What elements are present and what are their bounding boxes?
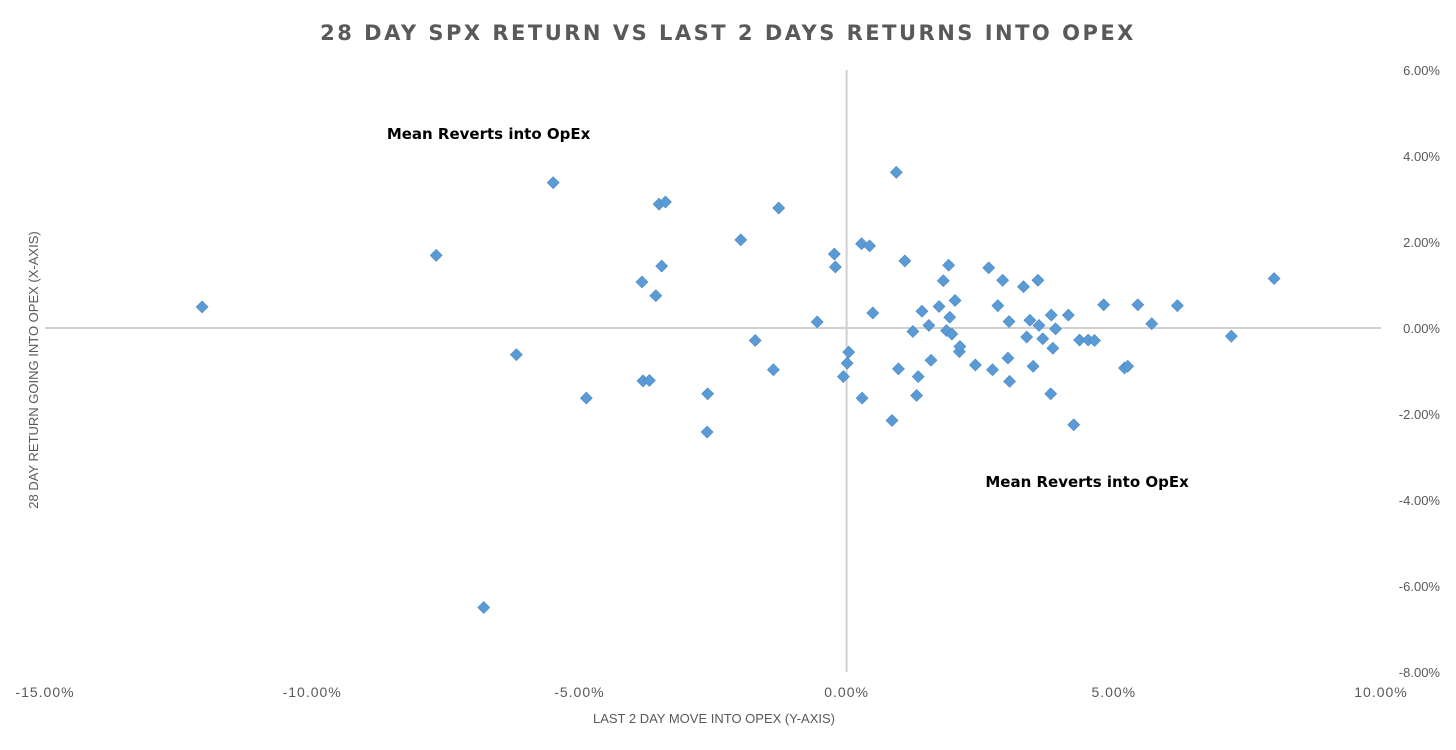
y-tick-label: -4.00% — [1399, 493, 1441, 508]
data-point — [840, 356, 854, 370]
data-point — [924, 353, 938, 367]
data-point — [579, 391, 593, 405]
data-point — [766, 363, 780, 377]
x-tick-label: 10.00% — [1354, 684, 1407, 700]
data-point — [936, 274, 950, 288]
data-point — [429, 248, 443, 262]
data-point — [922, 318, 936, 332]
data-point — [932, 300, 946, 313]
data-point — [195, 300, 209, 314]
data-point — [982, 261, 996, 275]
data-point — [996, 273, 1010, 287]
data-point — [1073, 333, 1087, 347]
annotation-label: Mean Reverts into OpEx — [387, 125, 591, 143]
data-point — [827, 247, 841, 261]
data-point — [898, 254, 912, 268]
data-point — [1031, 273, 1045, 287]
data-point — [1088, 334, 1101, 347]
y-tick-label: -8.00% — [1399, 665, 1441, 680]
data-point — [748, 334, 762, 347]
y-tick-label: 0.00% — [1403, 321, 1440, 336]
data-point — [968, 358, 982, 372]
data-point — [700, 425, 714, 439]
x-axis-title: LAST 2 DAY MOVE INTO OPEX (Y-AXIS) — [593, 711, 835, 726]
chart-title: 28 DAY SPX RETURN VS LAST 2 DAYS RETURNS… — [320, 21, 1136, 45]
data-points — [195, 165, 1281, 614]
data-point — [655, 259, 669, 273]
data-point — [828, 260, 842, 274]
data-point — [943, 310, 957, 324]
y-tick-label: 4.00% — [1403, 149, 1440, 164]
y-axis-tick-labels: 6.00% 4.00% 2.00% 0.00% -2.00% -4.00% -6.00% -8… — [1399, 63, 1441, 680]
data-point — [1032, 318, 1046, 332]
data-point — [1002, 315, 1016, 328]
data-point — [906, 325, 920, 338]
data-point — [1044, 308, 1058, 322]
x-axis-tick-labels: -15.00% -10.00% -5.00% 0.00% 5.00% 10.00% — [15, 684, 1407, 700]
data-point — [1061, 308, 1075, 322]
data-point — [842, 345, 856, 359]
data-point — [892, 362, 905, 376]
data-point — [701, 387, 715, 401]
data-point — [863, 239, 877, 253]
data-point — [1049, 322, 1062, 336]
data-point — [734, 233, 748, 247]
data-point — [772, 201, 786, 215]
data-point — [915, 304, 929, 318]
data-point — [1026, 359, 1040, 373]
x-tick-label: -15.00% — [15, 684, 74, 700]
data-point — [509, 348, 523, 362]
data-point — [942, 258, 956, 272]
data-point — [991, 299, 1005, 313]
data-point — [1023, 313, 1037, 327]
data-point — [953, 340, 967, 353]
y-tick-label: -2.00% — [1399, 407, 1441, 422]
data-point — [910, 389, 924, 402]
x-tick-label: -5.00% — [554, 684, 604, 700]
data-point — [1145, 317, 1159, 331]
data-point — [1046, 341, 1060, 355]
y-tick-label: 6.00% — [1403, 63, 1440, 78]
data-point — [642, 374, 656, 387]
data-point — [1224, 329, 1238, 343]
x-tick-label: 5.00% — [1091, 684, 1136, 700]
data-point — [659, 195, 672, 209]
data-point — [1121, 359, 1135, 373]
data-point — [1131, 298, 1145, 312]
data-point — [1017, 280, 1030, 294]
y-axis-title: 28 DAY RETURN GOING INTO OPEX (X-AXIS) — [26, 231, 41, 508]
x-tick-label: -10.00% — [283, 684, 342, 700]
data-point — [1267, 272, 1281, 285]
data-point — [810, 315, 824, 329]
data-point — [546, 176, 560, 190]
data-point — [836, 370, 850, 384]
data-point — [1170, 299, 1184, 313]
data-point — [635, 275, 649, 289]
data-point — [866, 306, 880, 320]
x-tick-label: 0.00% — [824, 684, 869, 700]
data-point — [1067, 418, 1081, 432]
data-point — [1044, 387, 1058, 401]
annotation-label: Mean Reverts into OpEx — [985, 473, 1189, 491]
data-point — [1097, 298, 1111, 312]
y-tick-label: -6.00% — [1399, 579, 1441, 594]
data-point — [885, 414, 899, 427]
data-point — [911, 370, 925, 384]
data-point — [649, 289, 663, 303]
data-point — [948, 294, 962, 307]
data-point — [1003, 374, 1017, 388]
data-point — [1036, 332, 1050, 346]
data-point — [986, 363, 999, 377]
data-point — [1001, 351, 1015, 365]
data-point — [855, 391, 869, 405]
y-tick-label: 2.00% — [1403, 235, 1440, 250]
axes — [45, 70, 1381, 672]
annotations: Mean Reverts into OpEx Mean Reverts into … — [387, 125, 1189, 491]
data-point — [889, 165, 903, 179]
data-point — [1020, 330, 1034, 344]
data-point — [477, 601, 491, 614]
data-point — [945, 327, 959, 341]
